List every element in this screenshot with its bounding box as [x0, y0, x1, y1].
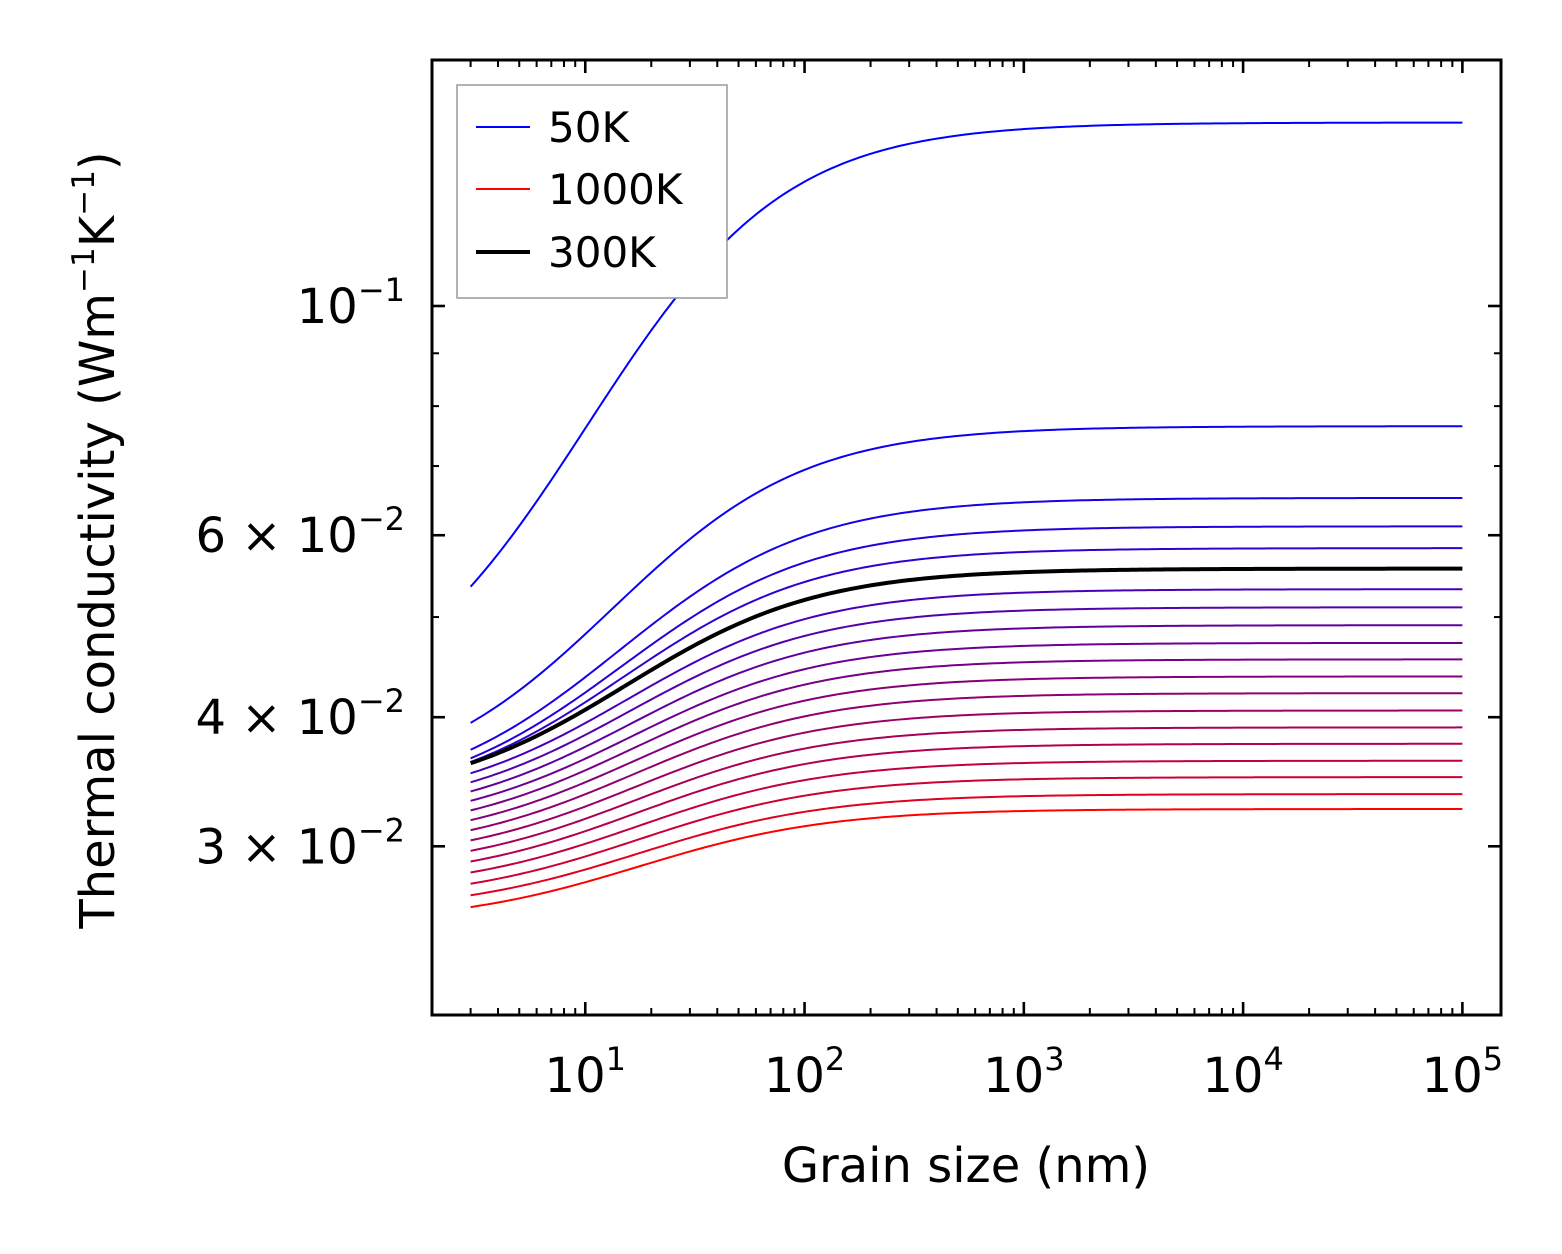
- x-tick-label: 105: [1422, 1040, 1503, 1104]
- series-line-950k: [470, 793, 1463, 897]
- legend: 50K 1000K 300K: [456, 84, 728, 299]
- series-line-150k: [470, 496, 1463, 751]
- series-line-750k: [470, 726, 1463, 852]
- series-lines: [469, 121, 1463, 909]
- y-axis-label: Thermal conductivity (Wm−1K−1): [66, 151, 126, 929]
- series-line-100k: [470, 425, 1463, 724]
- tick-labels: 101 102 103 104 105 10−1 6 × 10−2 4 × 10−2 3 × 1…: [195, 271, 1503, 1104]
- series-line-550k: [470, 658, 1463, 812]
- series-line-450k: [470, 624, 1463, 793]
- x-tick-label: 103: [983, 1040, 1064, 1104]
- series-line-600k: [470, 675, 1463, 822]
- y-tick-label: 3 × 10−2: [195, 811, 405, 875]
- series-line-500k: [470, 641, 1463, 802]
- series-line-250k: [470, 547, 1463, 763]
- x-tick-label: 102: [764, 1040, 845, 1104]
- plot-frame: [430, 58, 1503, 1017]
- series-line-850k: [470, 759, 1463, 874]
- y-tick-label: 4 × 10−2: [195, 682, 405, 746]
- series-line-300k: [469, 566, 1463, 766]
- series-line-800k: [470, 742, 1463, 863]
- legend-box: [456, 84, 728, 299]
- series-line-50k: [469, 121, 1463, 588]
- legend-label-1000k: 1000K: [548, 165, 684, 214]
- series-line-200k: [470, 525, 1463, 760]
- x-tick-label: 101: [545, 1040, 626, 1104]
- y-tick-label: 6 × 10−2: [195, 500, 405, 564]
- series-line-700k: [470, 709, 1463, 842]
- legend-label-50k: 50K: [548, 103, 630, 152]
- series-line-350k: [470, 588, 1463, 775]
- y-tick-label: 10−1: [297, 271, 405, 335]
- x-axis-label: Grain size (nm): [782, 1138, 1150, 1194]
- legend-label-300k: 300K: [548, 228, 657, 277]
- series-line-900k: [470, 776, 1463, 885]
- series-line-650k: [470, 692, 1463, 832]
- series-line-1000k: [470, 808, 1463, 909]
- series-line-400k: [470, 606, 1463, 784]
- x-tick-label: 104: [1202, 1040, 1283, 1104]
